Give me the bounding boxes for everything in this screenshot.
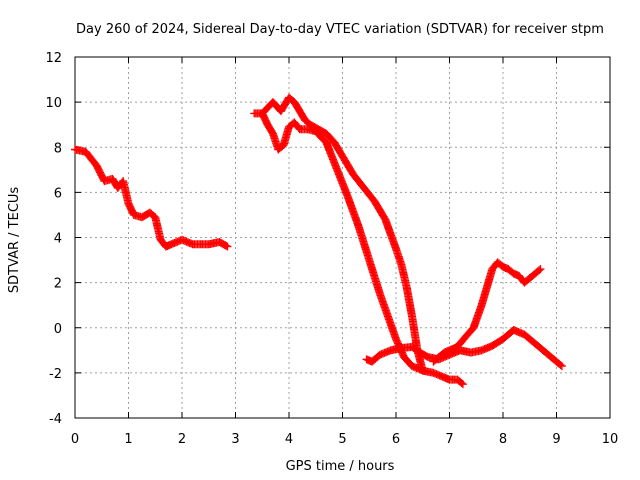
series-1 [71, 145, 232, 251]
chart-title: Day 260 of 2024, Sidereal Day-to-day VTE… [76, 22, 604, 37]
data-point [223, 242, 232, 251]
x-tick-label: 10 [602, 432, 619, 447]
x-tick-label: 5 [338, 432, 346, 447]
series-2 [250, 93, 427, 375]
x-tick-label: 2 [178, 432, 186, 447]
data-point [535, 266, 544, 275]
series-5 [429, 258, 545, 366]
data-point [457, 379, 466, 388]
x-tick-label: 6 [392, 432, 400, 447]
x-tick-label: 4 [285, 432, 293, 447]
y-tick-label: -4 [49, 412, 62, 427]
series-4 [362, 326, 566, 371]
y-tick-label: 0 [54, 322, 62, 337]
x-tick-label: 7 [445, 432, 453, 447]
data-point [557, 362, 566, 371]
x-tick-label: 8 [499, 432, 507, 447]
y-axis-label: SDTVAR / TECUs [7, 187, 22, 294]
y-tick-label: 4 [54, 232, 62, 247]
data-point [536, 265, 545, 274]
y-tick-label: 10 [45, 96, 62, 111]
x-tick-label: 1 [124, 432, 132, 447]
y-tick-label: 2 [54, 277, 62, 292]
grid-lines [75, 57, 610, 418]
x-tick-label: 9 [552, 432, 560, 447]
series-3 [258, 109, 467, 389]
data-points [71, 93, 566, 389]
y-tick-label: -2 [49, 367, 62, 382]
y-tick-label: 8 [54, 141, 62, 156]
x-axis-label: GPS time / hours [286, 459, 395, 474]
x-tick-label: 3 [231, 432, 239, 447]
data-point [556, 360, 565, 369]
data-point [458, 380, 467, 389]
x-tick-label: 0 [71, 432, 79, 447]
y-tick-label: 6 [54, 186, 62, 201]
y-tick-label: 12 [45, 51, 62, 66]
data-point [222, 241, 231, 250]
